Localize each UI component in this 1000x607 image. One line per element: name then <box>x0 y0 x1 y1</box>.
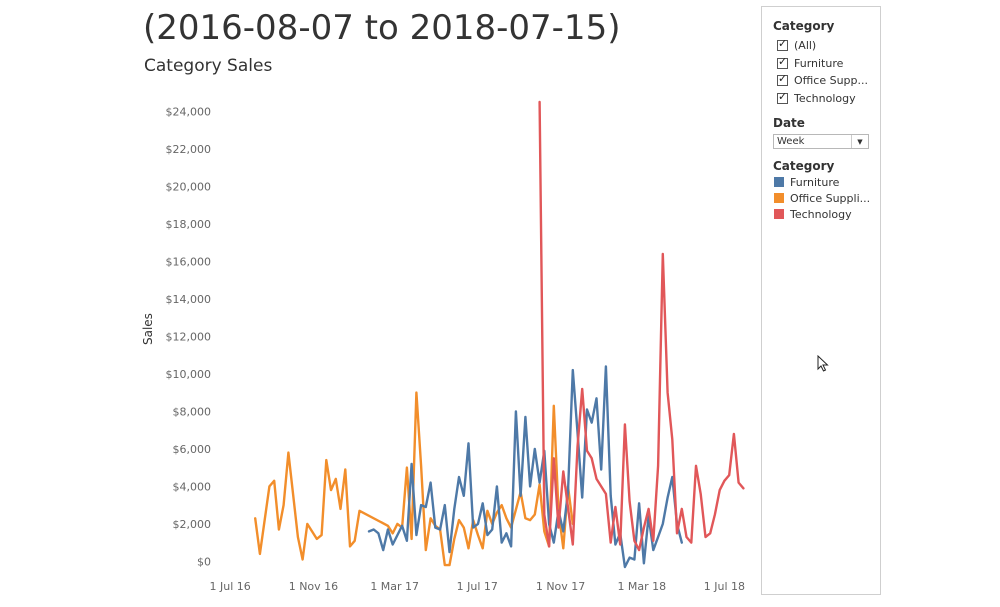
legend-label: Technology <box>790 207 852 221</box>
x-tick-label: 1 Nov 17 <box>536 580 585 593</box>
line-chart[interactable]: $0 $2,000 $4,000 $6,000 $8,000 $10,000 $12,000… <box>140 92 750 602</box>
line-chart-svg: $0 $2,000 $4,000 $6,000 $8,000 $10,000 $12,000… <box>166 100 745 593</box>
y-tick-label: $10,000 <box>166 368 212 381</box>
category-filter-furniture[interactable]: ✓ Furniture <box>777 55 843 71</box>
y-tick-label: $2,000 <box>173 518 212 531</box>
color-legend-heading: Category <box>773 159 835 173</box>
legend-swatch <box>774 193 784 203</box>
category-filter-technology[interactable]: ✓ Technology <box>777 90 856 106</box>
checkmark-icon: ✓ <box>778 71 788 85</box>
chart-title: (2016-08-07 to 2018-07-15) <box>143 8 621 48</box>
chart-subtitle: Category Sales <box>144 56 273 76</box>
y-tick-label: $12,000 <box>166 330 212 343</box>
category-filter-label: (All) <box>794 38 817 52</box>
x-tick-label: 1 Jul 16 <box>210 580 251 593</box>
legend-swatch <box>774 177 784 187</box>
x-tick-label: 1 Mar 17 <box>370 580 419 593</box>
y-tick-label: $20,000 <box>166 180 212 193</box>
checkbox-furniture[interactable]: ✓ <box>777 54 788 69</box>
y-tick-label: $22,000 <box>166 143 212 156</box>
legend-item-office-supplies[interactable]: Office Suppli... <box>774 191 870 205</box>
mouse-pointer-icon <box>817 355 829 372</box>
y-tick-label: $18,000 <box>166 218 212 231</box>
legend-label: Office Suppli... <box>790 191 871 205</box>
category-filter-label: Furniture <box>794 56 844 70</box>
checkbox-technology[interactable]: ✓ <box>777 89 788 104</box>
x-tick-label: 1 Mar 18 <box>617 580 666 593</box>
y-tick-label: $0 <box>197 555 211 568</box>
y-tick-label: $16,000 <box>166 255 212 268</box>
legend-label: Furniture <box>790 175 840 189</box>
category-filter-office-supplies[interactable]: ✓ Office Supp... <box>777 72 868 88</box>
checkbox-office-supplies[interactable]: ✓ <box>777 71 788 86</box>
y-tick-label: $24,000 <box>166 105 212 118</box>
y-tick-label: $6,000 <box>173 443 212 456</box>
x-tick-label: 1 Jul 18 <box>704 580 745 593</box>
x-tick-label: 1 Jul 17 <box>457 580 498 593</box>
category-filter-all[interactable]: ✓ (All) <box>777 37 816 53</box>
checkmark-icon: ✓ <box>778 89 788 103</box>
date-granularity-select[interactable]: Week ▼ <box>773 134 869 149</box>
date-granularity-value: Week <box>777 136 805 147</box>
category-filter-label: Technology <box>794 91 856 105</box>
checkmark-icon: ✓ <box>778 54 788 68</box>
series-line-office-supplies <box>254 391 574 567</box>
x-tick-label: 1 Nov 16 <box>289 580 338 593</box>
legend-item-technology[interactable]: Technology <box>774 207 852 221</box>
y-tick-label: $4,000 <box>173 480 212 493</box>
date-filter-heading: Date <box>773 116 805 130</box>
chevron-down-icon[interactable]: ▼ <box>851 135 868 148</box>
checkbox-all[interactable]: ✓ <box>777 36 788 51</box>
y-tick-label: $8,000 <box>173 405 212 418</box>
legend-swatch <box>774 209 784 219</box>
filter-legend-panel: Category ✓ (All) ✓ Furniture ✓ Office Su… <box>761 6 881 595</box>
series-line-furniture <box>367 365 683 569</box>
checkmark-icon: ✓ <box>778 36 788 50</box>
y-tick-label: $14,000 <box>166 293 212 306</box>
category-filter-label: Office Supp... <box>794 73 868 87</box>
category-filter-heading: Category <box>773 19 835 33</box>
series-line-technology <box>538 100 745 552</box>
legend-item-furniture[interactable]: Furniture <box>774 175 839 189</box>
